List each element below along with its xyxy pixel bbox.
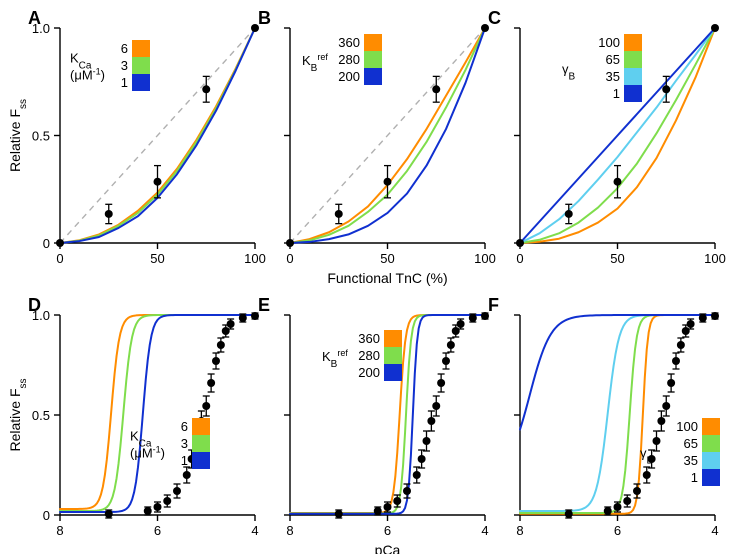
svg-text:200: 200 <box>338 69 360 84</box>
svg-text:1: 1 <box>181 453 188 468</box>
svg-text:8: 8 <box>56 523 63 538</box>
svg-text:35: 35 <box>606 69 620 84</box>
svg-text:0: 0 <box>516 251 523 266</box>
svg-text:6: 6 <box>154 523 161 538</box>
svg-text:0: 0 <box>43 236 50 251</box>
figure-root: Relative FssRelative Fss05010000.51.0AKC… <box>0 0 746 554</box>
panel-label-C: C <box>488 8 501 29</box>
svg-text:4: 4 <box>711 523 718 538</box>
svg-text:γB: γB <box>562 62 576 83</box>
svg-text:1: 1 <box>691 470 698 485</box>
svg-text:pCa: pCa <box>375 542 401 554</box>
svg-text:0.5: 0.5 <box>32 408 50 423</box>
y-axis-label: Relative Fss <box>7 99 29 172</box>
svg-text:100: 100 <box>244 251 266 266</box>
svg-text:0: 0 <box>56 251 63 266</box>
svg-text:50: 50 <box>150 251 164 266</box>
legend-E: KBref 360 280 200 <box>322 330 412 385</box>
y-axis-label: Relative Fss <box>7 378 29 451</box>
svg-text:200: 200 <box>358 365 380 380</box>
svg-text:4: 4 <box>251 523 258 538</box>
legend-A: KCa(μM-1)631 <box>70 40 160 95</box>
svg-text:3: 3 <box>181 436 188 451</box>
svg-text:0.5: 0.5 <box>32 129 50 144</box>
svg-text:4: 4 <box>481 523 488 538</box>
svg-text:35: 35 <box>684 453 698 468</box>
svg-text:50: 50 <box>610 251 624 266</box>
svg-text:6: 6 <box>181 419 188 434</box>
svg-text:1: 1 <box>121 75 128 90</box>
legend-C: γB 100 65 35 1 <box>562 34 652 106</box>
svg-text:8: 8 <box>516 523 523 538</box>
svg-text:Functional TnC (%): Functional TnC (%) <box>327 270 447 286</box>
svg-text:KBref: KBref <box>302 52 328 74</box>
panel-label-F: F <box>488 295 499 316</box>
panel-label-B: B <box>258 8 271 29</box>
svg-text:3: 3 <box>121 58 128 73</box>
svg-text:8: 8 <box>286 523 293 538</box>
svg-text:100: 100 <box>704 251 726 266</box>
svg-text:(μM-1): (μM-1) <box>130 445 165 461</box>
svg-text:6: 6 <box>121 41 128 56</box>
svg-text:γB: γB <box>640 446 654 467</box>
svg-text:360: 360 <box>358 331 380 346</box>
svg-text:65: 65 <box>606 52 620 67</box>
svg-text:100: 100 <box>598 35 620 50</box>
svg-text:0: 0 <box>43 508 50 523</box>
svg-text:50: 50 <box>380 251 394 266</box>
svg-text:6: 6 <box>614 523 621 538</box>
legend-D: KCa(μM-1)631 <box>130 418 220 473</box>
panel-label-E: E <box>258 295 270 316</box>
svg-text:280: 280 <box>358 348 380 363</box>
svg-text:KBref: KBref <box>322 348 348 370</box>
svg-text:1: 1 <box>613 86 620 101</box>
svg-text:6: 6 <box>384 523 391 538</box>
legend-F: γB 100 65 35 1 <box>640 418 730 490</box>
svg-text:100: 100 <box>676 419 698 434</box>
svg-text:360: 360 <box>338 35 360 50</box>
panel-label-D: D <box>28 295 41 316</box>
svg-text:65: 65 <box>684 436 698 451</box>
svg-text:100: 100 <box>474 251 496 266</box>
svg-text:0: 0 <box>286 251 293 266</box>
svg-text:(μM-1): (μM-1) <box>70 67 105 83</box>
legend-B: KBref 360 280 200 <box>302 34 392 89</box>
svg-text:280: 280 <box>338 52 360 67</box>
panel-label-A: A <box>28 8 41 29</box>
